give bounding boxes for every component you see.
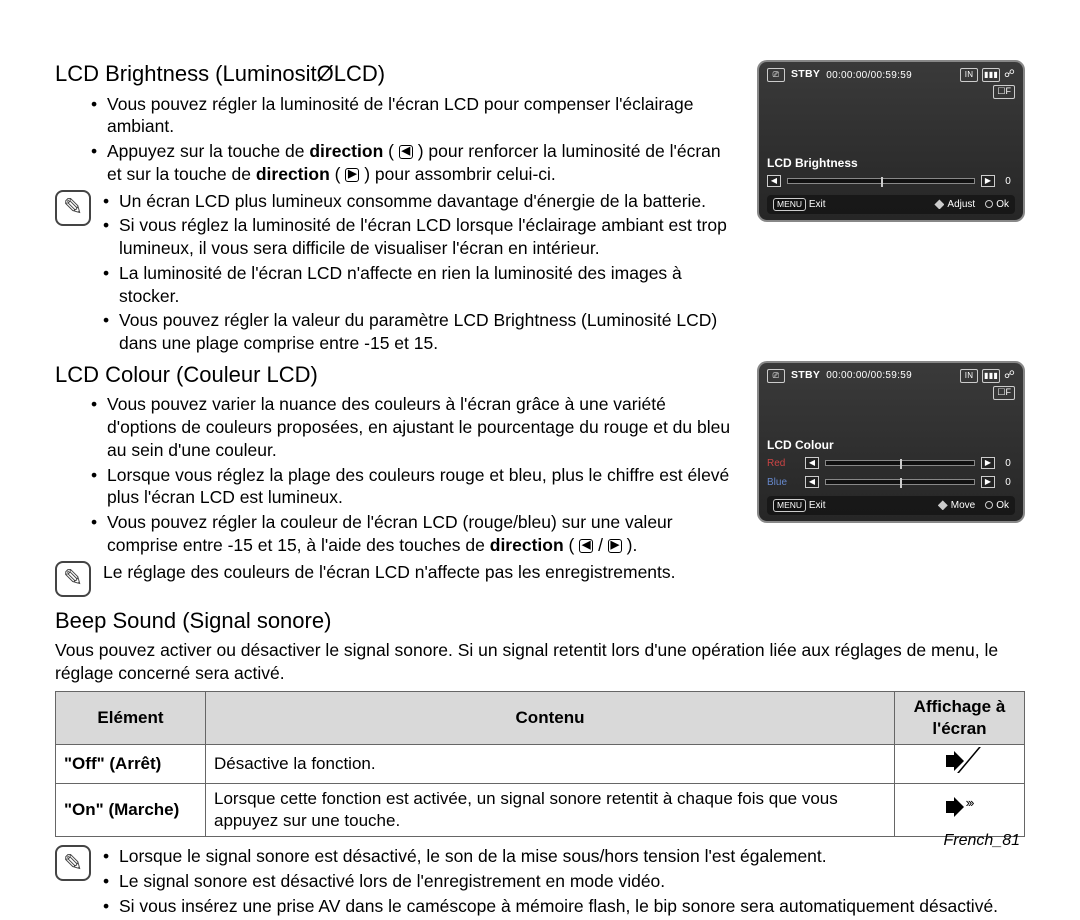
speaker-icon: ›››	[895, 784, 1025, 837]
colour-note: ✎ Le réglage des couleurs de l'écran LCD…	[55, 561, 1025, 597]
joystick-icon	[938, 500, 948, 510]
chevron-right-icon: ▶	[608, 539, 622, 553]
joystick-icon	[934, 199, 944, 209]
slider-left-icon: ◀	[767, 175, 781, 187]
brightness-note: ✎ Un écran LCD plus lumineux consomme da…	[55, 190, 739, 357]
table-row: "On" (Marche) Lorsque cette fonction est…	[56, 784, 1025, 837]
dot-icon	[985, 200, 993, 208]
lcd-colour-preview: ⎚ STBY 00:00:00/00:59:59 IN ▮▮▮ ☍ ☐F LCD…	[757, 361, 1025, 523]
brightness-line2: Appuyez sur la touche de direction ( ◀ )…	[91, 140, 739, 186]
camera-icon: ⎚	[767, 68, 785, 82]
note-icon: ✎	[55, 190, 91, 226]
th-contenu: Contenu	[206, 691, 895, 744]
brightness-section: LCD Brightness (LuminositØLCD) Vous pouv…	[55, 60, 1025, 357]
brightness-line1: Vous pouvez régler la luminosité de l'éc…	[91, 93, 739, 139]
lcd2-slider-blue: Blue ◀▶ 0	[767, 476, 1015, 489]
lcd1-label: LCD Brightness	[767, 156, 1015, 172]
colour-section: LCD Colour (Couleur LCD) Vous pouvez var…	[55, 361, 1025, 559]
in-icon: IN	[960, 68, 978, 82]
battery-icon: ▮▮▮	[982, 369, 1000, 383]
colour-title: LCD Colour (Couleur LCD)	[55, 361, 739, 390]
table-row: "Off" (Arrêt) Désactive la fonction.	[56, 744, 1025, 783]
in-icon: IN	[960, 369, 978, 383]
sd-icon: ☐F	[993, 386, 1015, 400]
note-icon: ✎	[55, 561, 91, 597]
th-element: Elément	[56, 691, 206, 744]
tripod-icon: ☍	[1004, 68, 1015, 82]
chevron-right-icon: ▶	[345, 168, 359, 182]
battery-icon: ▮▮▮	[982, 68, 1000, 82]
brightness-bullets: Vous pouvez régler la luminosité de l'éc…	[55, 93, 739, 186]
beep-note: ✎ Lorsque le signal sonore est désactivé…	[55, 845, 1025, 919]
lcd-brightness-preview: ⎚ STBY 00:00:00/00:59:59 IN ▮▮▮ ☍ ☐F LCD…	[757, 60, 1025, 222]
beep-table: Elément Contenu Affichage à l'écran "Off…	[55, 691, 1025, 837]
th-affichage: Affichage à l'écran	[895, 691, 1025, 744]
page-footer: French_81	[944, 831, 1021, 852]
lcd2-slider-red: Red ◀▶ 0	[767, 457, 1015, 470]
dot-icon	[985, 501, 993, 509]
chevron-left-icon: ◀	[579, 539, 593, 553]
beep-section: Beep Sound (Signal sonore) Vous pouvez a…	[55, 607, 1025, 920]
chevron-left-icon: ◀	[399, 145, 413, 159]
beep-title: Beep Sound (Signal sonore)	[55, 607, 1025, 636]
mute-icon	[895, 744, 1025, 783]
tripod-icon: ☍	[1004, 369, 1015, 383]
brightness-title: LCD Brightness (LuminositØLCD)	[55, 60, 739, 89]
camera-icon: ⎚	[767, 369, 785, 383]
lcd1-slider: ◀ ▶ 0	[767, 175, 1015, 188]
slider-right-icon: ▶	[981, 175, 995, 187]
note-icon: ✎	[55, 845, 91, 881]
beep-desc: Vous pouvez activer ou désactiver le sig…	[55, 639, 1025, 685]
sd-icon: ☐F	[993, 85, 1015, 99]
lcd2-label: LCD Colour	[767, 438, 1015, 454]
